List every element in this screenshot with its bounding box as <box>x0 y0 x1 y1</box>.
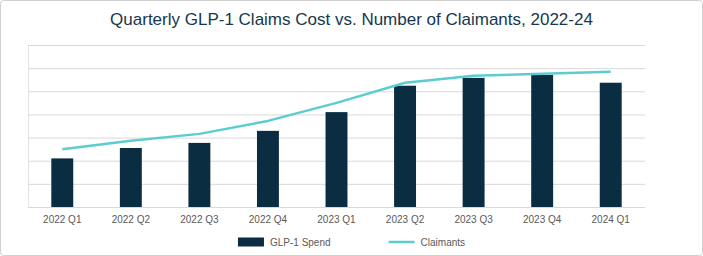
grid-line <box>28 45 645 46</box>
x-tick: 2022 Q1 <box>43 207 82 225</box>
x-tick: 2022 Q3 <box>180 207 219 225</box>
x-tick: 2023 Q4 <box>523 207 562 225</box>
bar <box>257 131 279 207</box>
bar <box>326 112 348 207</box>
x-tick-label: 2023 Q4 <box>523 214 562 225</box>
x-axis-line <box>29 207 646 208</box>
y-tick <box>28 68 645 69</box>
x-tick: 2023 Q2 <box>386 207 425 225</box>
line <box>62 72 610 149</box>
frame <box>1 1 703 256</box>
legend-swatch <box>238 238 264 247</box>
plot: 2022 Q1 2022 Q2 2022 Q3 2022 Q4 2023 Q1 2023 … <box>28 46 646 225</box>
x-tick: 2022 Q2 <box>112 207 151 225</box>
x-tick-label: 2022 Q1 <box>43 214 82 225</box>
bar <box>463 78 485 207</box>
title: Quarterly GLP-1 Claims Cost vs. Number o… <box>110 10 593 29</box>
y-tick <box>28 45 645 46</box>
chart: Quarterly GLP-1 Claims Cost vs. Number o… <box>0 0 703 256</box>
y-tick <box>28 207 645 208</box>
x-tick: 2022 Q4 <box>249 207 288 225</box>
legend-item: Claimants <box>389 237 465 248</box>
bar <box>188 143 210 207</box>
bar <box>394 86 416 207</box>
x-tick-label: 2023 Q3 <box>454 214 493 225</box>
bar <box>600 83 622 207</box>
x-tick: 2023 Q3 <box>454 207 493 225</box>
legend-swatch <box>389 241 415 244</box>
x-axis: 2022 Q1 2022 Q2 2022 Q3 2022 Q4 2023 Q1 2023 … <box>29 207 646 225</box>
x-tick: 2024 Q1 <box>592 207 631 225</box>
x-tick-label: 2022 Q3 <box>180 214 219 225</box>
legend-label: GLP-1 Spend <box>270 237 331 248</box>
x-tick-label: 2024 Q1 <box>592 214 631 225</box>
x-tick: 2023 Q1 <box>317 207 356 225</box>
x-tick-label: 2023 Q1 <box>317 214 356 225</box>
legend-label: Claimants <box>421 237 465 248</box>
legend-item: GLP-1 Spend <box>238 237 331 248</box>
grid-line <box>28 207 645 208</box>
y-axis-line <box>29 46 646 208</box>
x-tick-label: 2022 Q4 <box>249 214 288 225</box>
x-tick-label: 2022 Q2 <box>112 214 151 225</box>
bar <box>531 75 553 207</box>
marks <box>51 72 621 207</box>
legend: GLP-1 Spend Claimants <box>238 237 465 248</box>
grid-line <box>28 68 645 69</box>
bar <box>51 158 73 207</box>
x-tick-label: 2023 Q2 <box>386 214 425 225</box>
bar <box>120 148 142 207</box>
y-axis <box>28 46 645 208</box>
